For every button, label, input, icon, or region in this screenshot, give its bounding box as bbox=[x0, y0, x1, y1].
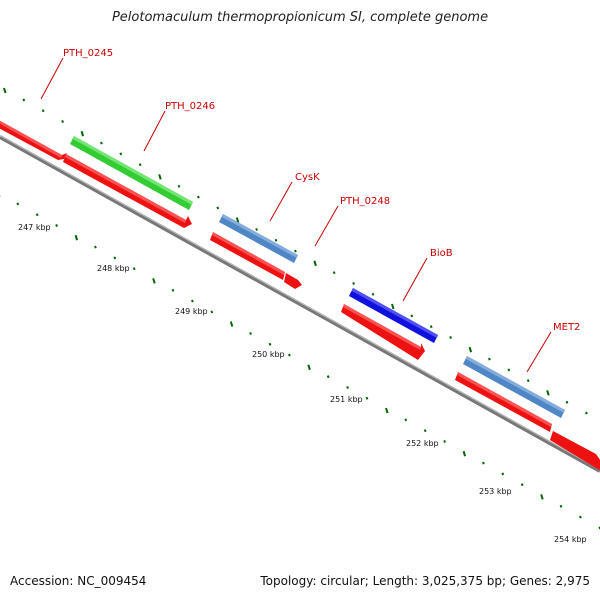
gene-box-pth-0246[interactable] bbox=[70, 136, 193, 210]
gene-label-pth-0248[interactable]: PTH_0248 bbox=[340, 196, 390, 207]
outer-row-tick bbox=[371, 292, 375, 296]
gene-label-biob[interactable]: BioB bbox=[430, 248, 453, 259]
kbp-label-250: 250 kbp bbox=[252, 350, 285, 359]
outer-row-tick bbox=[158, 174, 162, 180]
inner-row-tick bbox=[326, 375, 330, 379]
inner-row-tick bbox=[423, 429, 427, 433]
outer-row-tick bbox=[294, 249, 297, 253]
outer-row-tick bbox=[507, 368, 511, 372]
inner-row-tick bbox=[482, 461, 485, 465]
outer-row-tick bbox=[313, 260, 317, 267]
kbp-label-248: 248 kbp bbox=[97, 264, 130, 273]
inner-row-tick bbox=[132, 267, 136, 271]
outer-row-tick bbox=[526, 379, 530, 383]
genome-backbone-highlight bbox=[0, 135, 600, 470]
inner-row-tick bbox=[171, 288, 175, 292]
inner-tick-row bbox=[0, 195, 600, 530]
kbp-label-252: 252 kbp bbox=[406, 439, 439, 448]
inner-row-tick bbox=[16, 202, 20, 206]
outer-row-tick bbox=[429, 325, 433, 329]
outer-row-tick bbox=[546, 390, 550, 396]
outer-row-tick bbox=[565, 400, 569, 404]
inner-row-tick bbox=[249, 332, 252, 335]
callout-line-pth-0248 bbox=[314, 205, 339, 247]
inner-row-tick bbox=[210, 310, 214, 314]
inner-row-tick bbox=[443, 440, 446, 443]
kbp-label-253: 253 kbp bbox=[479, 487, 512, 496]
cds-arrow-5[interactable] bbox=[341, 304, 425, 360]
inner-row-tick bbox=[55, 224, 58, 227]
inner-row-tick bbox=[152, 278, 156, 284]
outer-row-tick bbox=[138, 163, 142, 167]
genome-stats-text: Topology: circular; Length: 3,025,375 bp… bbox=[260, 574, 590, 588]
inner-row-tick bbox=[579, 515, 582, 519]
gene-box-cysk[interactable] bbox=[219, 214, 298, 263]
cds-arrow-shading bbox=[0, 120, 552, 427]
inner-row-tick bbox=[288, 353, 291, 357]
gene-box-met2[interactable] bbox=[463, 356, 565, 418]
inner-row-tick bbox=[540, 494, 544, 500]
outer-row-tick bbox=[274, 238, 278, 242]
cds-arrow-4[interactable] bbox=[284, 273, 302, 289]
inner-row-tick bbox=[346, 386, 349, 389]
inner-row-tick bbox=[113, 256, 117, 260]
outer-row-tick bbox=[468, 346, 473, 353]
outer-row-tick bbox=[352, 282, 355, 285]
inner-row-tick bbox=[229, 321, 234, 327]
genome-backbone bbox=[0, 135, 600, 473]
outer-row-tick bbox=[177, 184, 181, 188]
gene-box-biob[interactable] bbox=[349, 288, 438, 343]
kbp-label-247: 247 kbp bbox=[18, 223, 51, 232]
gene-label-met2[interactable]: MET2 bbox=[553, 322, 580, 333]
inner-row-tick bbox=[501, 472, 505, 476]
outer-row-tick bbox=[410, 314, 414, 318]
callout-line-pth-0246 bbox=[143, 110, 166, 152]
inner-row-tick bbox=[385, 407, 389, 414]
gene-label-pth-0246[interactable]: PTH_0246 bbox=[165, 101, 215, 112]
outer-row-tick bbox=[61, 120, 64, 123]
inner-row-tick bbox=[365, 396, 369, 400]
kbp-label-251: 251 kbp bbox=[330, 395, 363, 404]
outer-row-tick bbox=[449, 336, 452, 339]
cds-arrow-7[interactable] bbox=[550, 431, 600, 470]
inner-row-tick bbox=[191, 299, 194, 303]
inner-row-tick bbox=[74, 234, 79, 241]
inner-row-tick bbox=[404, 418, 408, 422]
outer-row-tick bbox=[3, 87, 7, 94]
kbp-scale-labels: 247 kbp 248 kbp 249 kbp 250 kbp 251 kbp … bbox=[18, 223, 587, 544]
kbp-label-249: 249 kbp bbox=[175, 307, 208, 316]
outer-tick-row bbox=[3, 87, 588, 415]
gene-label-pth-0245[interactable]: PTH_0245 bbox=[63, 48, 113, 59]
inner-row-tick bbox=[520, 483, 524, 487]
kbp-label-254: 254 kbp bbox=[554, 535, 587, 544]
inner-row-tick bbox=[94, 245, 97, 249]
accession-text: Accession: NC_009454 bbox=[10, 574, 147, 588]
callout-line-met2 bbox=[526, 331, 552, 373]
outer-row-tick bbox=[119, 152, 123, 156]
inner-row-tick bbox=[559, 504, 563, 508]
inner-row-tick bbox=[462, 450, 467, 457]
callout-line-biob bbox=[402, 257, 428, 302]
map-title: Pelotomaculum thermopropionicum SI, comp… bbox=[111, 10, 489, 25]
gene-callouts: PTH_0245 PTH_0246 CysK PTH_0248 BioB MET… bbox=[40, 48, 580, 373]
outer-row-tick bbox=[80, 130, 85, 137]
inner-row-tick bbox=[268, 342, 272, 346]
outer-row-tick bbox=[585, 411, 588, 415]
outer-row-tick bbox=[235, 217, 240, 223]
callout-line-cysk bbox=[269, 181, 293, 222]
outer-row-tick bbox=[488, 357, 491, 361]
gene-label-cysk[interactable]: CysK bbox=[295, 172, 320, 183]
outer-row-tick bbox=[216, 206, 220, 210]
callout-line-pth-0245 bbox=[40, 57, 64, 100]
outer-row-tick bbox=[22, 98, 26, 102]
outer-row-tick bbox=[41, 109, 45, 113]
inner-row-tick bbox=[307, 364, 311, 371]
outer-row-tick bbox=[391, 303, 395, 310]
outer-row-tick bbox=[332, 271, 336, 275]
outer-row-tick bbox=[100, 141, 103, 145]
outer-row-tick bbox=[197, 195, 200, 199]
outer-row-tick bbox=[255, 228, 258, 231]
inner-row-tick bbox=[35, 213, 39, 217]
